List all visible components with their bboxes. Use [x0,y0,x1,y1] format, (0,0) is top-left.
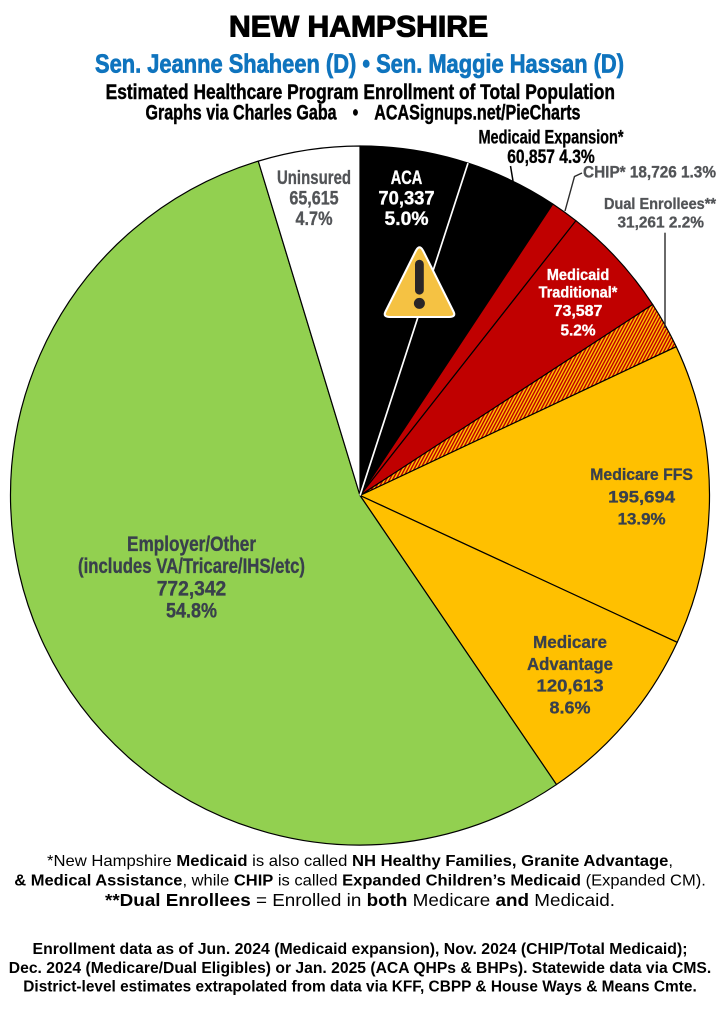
svg-text:Medicare: Medicare [533,632,607,652]
svg-text:District-level estimates extra: District-level estimates extrapolated fr… [23,978,696,995]
svg-text:31,261 2.2%: 31,261 2.2% [617,214,704,231]
svg-text:13.9%: 13.9% [618,510,666,529]
svg-text:70,337: 70,337 [378,187,434,208]
svg-text:5.0%: 5.0% [385,209,429,230]
svg-text:54.8%: 54.8% [166,599,217,623]
svg-text:Medicaid: Medicaid [547,267,610,284]
svg-text:Graphs via Charles Gaba • AC: Graphs via Charles Gaba • ACASignups.net… [146,100,581,124]
svg-text:*New Hampshire Medicaid is als: *New Hampshire Medicaid is also called N… [47,852,673,870]
svg-text:Medicaid Expansion*: Medicaid Expansion* [478,127,623,148]
svg-text:Employer/Other: Employer/Other [127,533,256,556]
svg-text:772,342: 772,342 [157,578,227,601]
svg-text:(includes VA/Tricare/IHS/etc): (includes VA/Tricare/IHS/etc) [78,555,305,578]
svg-text:73,587: 73,587 [554,303,603,320]
svg-text:NEW HAMPSHIRE: NEW HAMPSHIRE [229,11,488,44]
svg-text:4.7%: 4.7% [296,208,333,229]
svg-text:**Dual Enrollees = Enrolled in: **Dual Enrollees = Enrolled in both Medi… [105,891,615,910]
svg-text:Advantage: Advantage [527,655,613,674]
svg-text:60,857 4.3%: 60,857 4.3% [507,146,595,168]
svg-text:& Medical Assistance, while CH: & Medical Assistance, while CHIP is call… [14,872,706,890]
svg-text:195,694: 195,694 [608,488,675,507]
svg-text:Medicare FFS: Medicare FFS [590,466,693,484]
svg-text:Traditional*: Traditional* [539,284,618,302]
svg-text:Estimated Healthcare Program E: Estimated Healthcare Program Enrollment … [106,80,615,104]
svg-text:Sen. Jeanne Shaheen (D) • Sen.: Sen. Jeanne Shaheen (D) • Sen. Maggie Ha… [95,50,624,79]
svg-text:Dec. 2024 (Medicare/Dual Eligi: Dec. 2024 (Medicare/Dual Eligibles) or J… [9,960,711,977]
svg-text:8.6%: 8.6% [549,698,590,718]
svg-text:Uninsured: Uninsured [277,167,351,188]
svg-text:Dual Enrollees**: Dual Enrollees** [604,196,716,214]
svg-text:65,615: 65,615 [289,187,338,209]
svg-text:CHIP* 18,726 1.3%: CHIP* 18,726 1.3% [583,164,716,182]
svg-text:ACA: ACA [391,167,423,188]
svg-text:Enrollment data as of Jun. 202: Enrollment data as of Jun. 2024 (Medicai… [33,941,688,958]
svg-text:5.2%: 5.2% [560,322,595,339]
svg-text:120,613: 120,613 [537,676,604,695]
